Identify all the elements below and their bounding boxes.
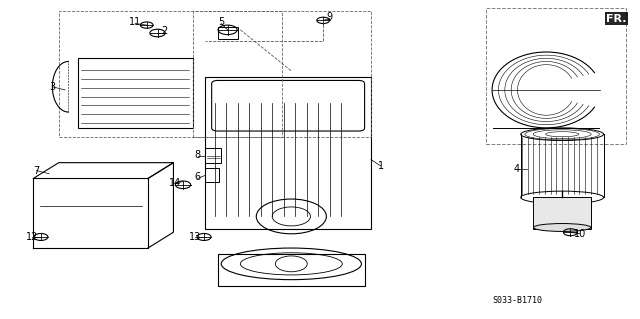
- Text: 7: 7: [33, 166, 40, 175]
- Text: 14: 14: [168, 178, 181, 188]
- Ellipse shape: [534, 224, 591, 232]
- Text: FR.: FR.: [606, 14, 627, 24]
- Bar: [205, 168, 220, 182]
- Bar: [486, 8, 626, 144]
- Bar: [59, 11, 282, 137]
- Bar: [218, 254, 365, 286]
- Text: 2: 2: [161, 26, 167, 36]
- Text: S033-B1710: S033-B1710: [492, 296, 542, 305]
- Text: 8: 8: [195, 150, 201, 160]
- Text: 3: 3: [49, 82, 56, 92]
- Bar: [218, 27, 239, 39]
- Text: 6: 6: [195, 172, 201, 182]
- Text: 11: 11: [129, 17, 141, 27]
- Bar: [205, 148, 221, 163]
- Text: 5: 5: [218, 17, 225, 27]
- Bar: [78, 58, 193, 128]
- Text: 10: 10: [574, 229, 586, 239]
- Text: 13: 13: [189, 232, 201, 242]
- Text: 12: 12: [26, 232, 38, 242]
- Bar: [193, 11, 371, 137]
- Bar: [205, 77, 371, 229]
- Text: 1: 1: [378, 161, 383, 171]
- Text: 4: 4: [513, 164, 519, 174]
- Text: 9: 9: [326, 12, 333, 22]
- Bar: [534, 197, 591, 229]
